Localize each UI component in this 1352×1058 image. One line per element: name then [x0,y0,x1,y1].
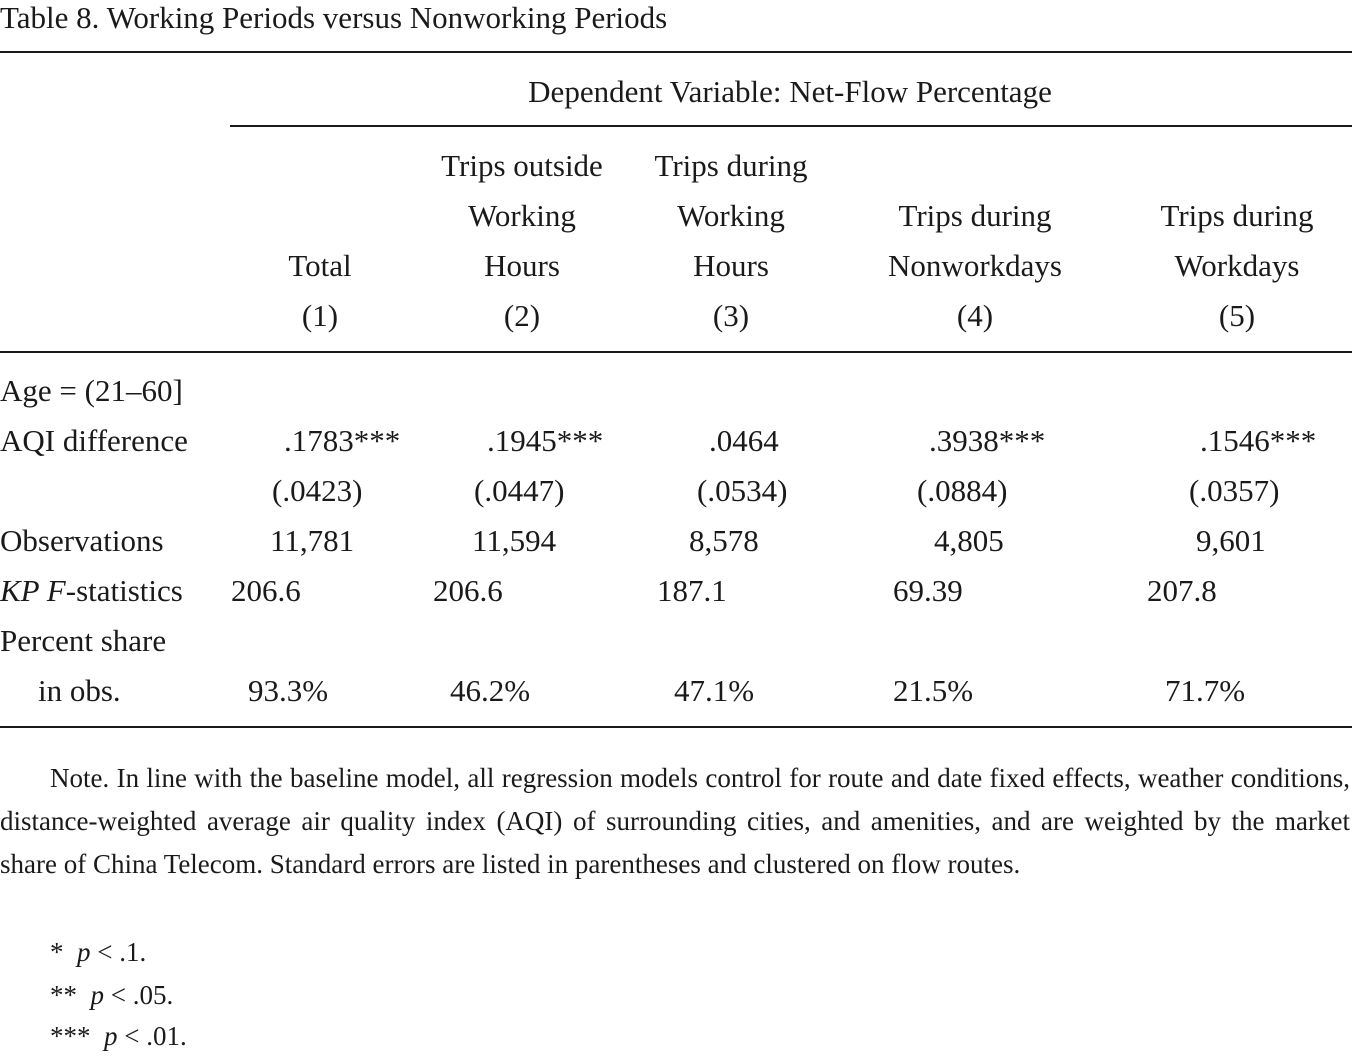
sig-rest-3: < .01. [117,1021,187,1051]
sig-note-1: * p < .1. [50,931,146,974]
share-col3: 47.1% [674,673,755,708]
top-rule [0,51,1352,53]
col5-header-number: (5) [1218,298,1256,333]
col3-header-line1: Trips during [654,148,808,183]
sig-stars-1: * [50,937,64,967]
se-col5: (.0357) [1189,473,1280,508]
col3-header-number: (3) [712,298,750,333]
share-col2: 46.2% [450,673,531,708]
row-label-in-obs: in obs. [38,673,121,708]
table-title: Table 8. Working Periods versus Nonworki… [0,0,668,35]
col5-header-line3: Workdays [1174,248,1300,283]
kp-col1: 206.6 [231,573,301,608]
row-label-kp-f: KP F-statistics [0,573,183,609]
aqi-col4: .3938*** [929,423,1046,458]
col4-header-line3: Nonworkdays [888,248,1062,283]
obs-col1: 11,781 [270,523,355,558]
col5-header-line2: Trips during [1160,198,1314,233]
kp-col3: 187.1 [657,573,727,608]
kp-col5: 207.8 [1147,573,1217,608]
header-rule [0,351,1352,353]
sig-p-2: p [90,980,105,1010]
aqi-col3: .0464 [709,423,779,458]
sig-stars-2: ** [50,980,77,1010]
sig-stars-3: *** [50,1021,91,1051]
sig-note-3: *** p < .01. [50,1015,187,1058]
se-col3: (.0534) [697,473,788,508]
sig-rest-2: < .05. [104,980,174,1010]
kp-col2: 206.6 [433,573,503,608]
se-col4: (.0884) [917,473,1008,508]
col4-header-number: (4) [956,298,994,333]
kp-f-rest: -statistics [65,573,183,608]
bottom-rule [0,726,1352,728]
obs-col4: 4,805 [934,523,1004,558]
obs-col3: 8,578 [689,523,759,558]
row-label-observations: Observations [0,523,164,558]
share-col1: 93.3% [248,673,329,708]
aqi-col5: .1546*** [1200,423,1317,458]
col1-header-number: (1) [301,298,339,333]
table-note: Note. In line with the baseline model, a… [0,763,1350,879]
kp-col4: 69.39 [893,573,963,608]
se-col2: (.0447) [474,473,565,508]
group-label: Age = (21–60] [0,373,183,408]
col1-header-line3: Total [288,248,352,283]
sig-p-1: p [77,937,91,967]
kp-f-italic: KP F [0,573,66,608]
col2-header-number: (2) [503,298,541,333]
col2-header-line1: Trips outside [441,148,603,183]
share-col5: 71.7% [1165,673,1246,708]
col2-header-line2: Working [468,198,576,233]
sig-rest-1: < .1. [90,937,147,967]
col3-header-line2: Working [677,198,785,233]
row-label-aqi: AQI difference [0,423,188,458]
spanner-rule [230,125,1352,127]
sig-note-2: ** p < .05. [50,974,173,1017]
se-col1: (.0423) [272,473,363,508]
aqi-col2: .1945*** [487,423,604,458]
col4-header-line2: Trips during [898,198,1052,233]
sig-p-3: p [104,1021,118,1051]
obs-col5: 9,601 [1196,523,1266,558]
aqi-col1: .1783*** [284,423,401,458]
col2-header-line3: Hours [484,248,560,283]
obs-col2: 11,594 [472,523,557,558]
spanner-heading: Dependent Variable: Net-Flow Percentage [528,74,1052,109]
row-label-percent-share: Percent share [0,623,167,658]
col3-header-line3: Hours [693,248,769,283]
share-col4: 21.5% [893,673,974,708]
